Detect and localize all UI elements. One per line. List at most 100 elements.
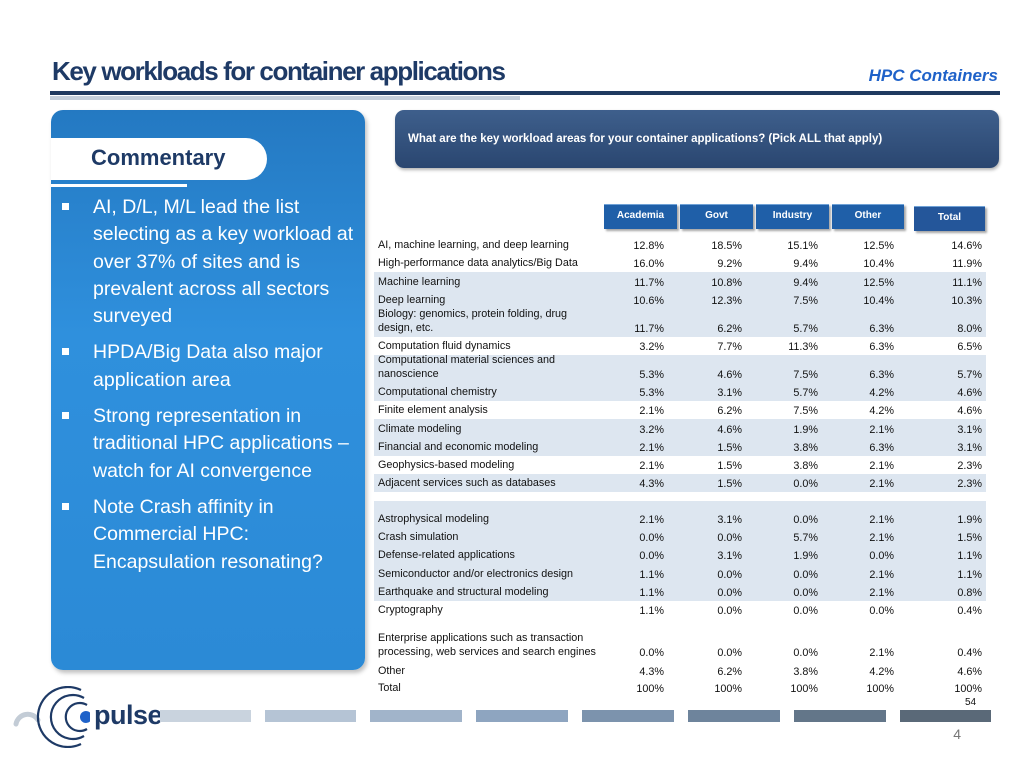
cell-value: 6.3% [869, 341, 894, 353]
table-row: Adjacent services such as databases 4.3% 1… [374, 474, 986, 492]
cell-value: 15.1% [787, 240, 818, 252]
cell-value: 6.2% [717, 666, 742, 678]
row-label: Defense-related applications [378, 548, 515, 561]
cell-value: 10.8% [711, 277, 742, 289]
cell-value: 3.1% [717, 550, 742, 562]
cell-value: 100% [636, 683, 664, 695]
commentary-bullet-text: Note Crash affinity in Commercial HPC: E… [93, 495, 323, 573]
cell-value: 3.8% [793, 460, 818, 472]
cell-value: 0.4% [957, 605, 982, 617]
column-header-academia: Academia [604, 204, 677, 229]
cell-value: 10.4% [863, 258, 894, 270]
row-label: Machine learning [378, 275, 461, 288]
question-box [395, 110, 999, 168]
cell-value: 100% [954, 683, 982, 695]
cell-value: 1.1% [639, 605, 664, 617]
cell-value: 6.5% [957, 341, 982, 353]
cell-value: 1.5% [717, 442, 742, 454]
cell-value: 4.6% [717, 424, 742, 436]
cell-value: 9.4% [793, 258, 818, 270]
commentary-heading: Commentary [91, 145, 226, 170]
column-header-govt: Govt [680, 204, 753, 229]
cell-value: 1.1% [957, 550, 982, 562]
cell-value: 11.1% [952, 277, 982, 289]
row-label: Computational chemistry [378, 385, 497, 398]
cell-value: 2.1% [869, 532, 894, 544]
cell-value: 0.0% [793, 569, 818, 581]
table-row: Other 4.3% 6.2% 3.8% 4.2% 4.6% [374, 661, 986, 680]
footer-segment [794, 710, 886, 722]
row-label: Enterprise applications such as transact… [378, 632, 596, 658]
cell-value: 12.8% [633, 240, 664, 252]
cell-value: 18.5% [711, 240, 742, 252]
cell-value: 6.3% [869, 442, 894, 454]
page-number: 4 [953, 726, 961, 742]
commentary-bullet: Note Crash affinity in Commercial HPC: E… [58, 494, 358, 576]
table-row: Total 100% 100% 100% 100% 100% [374, 680, 986, 697]
cell-value: 0.4% [957, 647, 982, 659]
cell-value: 3.1% [957, 424, 982, 436]
cell-value: 0.0% [717, 532, 742, 544]
cell-value: 2.1% [639, 460, 664, 472]
cell-value: 6.3% [869, 369, 894, 381]
row-label: Crash simulation [378, 530, 459, 543]
commentary-bullet: Strong representation in traditional HPC… [58, 403, 358, 485]
table-row: Earthquake and structural modeling 1.1% 0.… [374, 583, 986, 601]
row-label: AI, machine learning, and deep learning [378, 238, 569, 251]
row-label: Geophysics-based modeling [378, 458, 515, 471]
cell-value: 0.0% [869, 550, 894, 562]
cell-value: 5.7% [793, 532, 818, 544]
cell-value: 0.0% [717, 647, 742, 659]
table-row: Astrophysical modeling 2.1% 3.1% 0.0% 2.1% 1.… [374, 501, 986, 528]
footer-segment [900, 710, 991, 722]
cell-value: 0.0% [639, 550, 664, 562]
cell-value: 5.3% [639, 387, 664, 399]
cell-value: 12.5% [863, 240, 894, 252]
cell-value: 2.1% [869, 569, 894, 581]
table-row: Deep learning 10.6% 12.3% 7.5% 10.4% 10.3% [374, 291, 986, 309]
cell-value: 3.1% [957, 442, 982, 454]
cell-value: 11.9% [952, 258, 982, 270]
cell-value: 3.8% [793, 442, 818, 454]
cell-value: 4.6% [957, 666, 982, 678]
cell-value: 4.2% [869, 405, 894, 417]
table-row: Computational material sciences and nano… [374, 354, 986, 383]
row-label: Climate modeling [378, 422, 462, 435]
cell-value: 5.7% [793, 387, 818, 399]
cell-value: 6.2% [717, 405, 742, 417]
cell-value: 9.4% [793, 277, 818, 289]
table-row: Computational chemistry 5.3% 3.1% 5.7% 4.2% 4… [374, 383, 986, 401]
cell-value: 2.1% [869, 460, 894, 472]
cell-value: 1.5% [717, 460, 742, 472]
row-label: Deep learning [378, 293, 446, 306]
row-label: High-performance data analytics/Big Data [378, 256, 578, 269]
cell-value: 3.2% [639, 424, 664, 436]
footer-segment [688, 710, 780, 722]
source-page-number: 54 [965, 697, 977, 708]
table-row: Financial and economic modeling 2.1% 1.5% 3… [374, 438, 986, 456]
cell-value: 12.3% [711, 295, 742, 307]
cell-value: 2.1% [869, 514, 894, 526]
cell-value: 7.5% [793, 369, 818, 381]
cell-value: 1.1% [957, 569, 982, 581]
cell-value: 0.0% [717, 569, 742, 581]
row-label: Other [378, 664, 406, 677]
footer-segment [582, 710, 674, 722]
row-label: Computation fluid dynamics [378, 339, 511, 352]
title-subrule [50, 96, 520, 100]
row-label: Biology: genomics, protein folding, drug… [378, 308, 568, 334]
table-row: Biology: genomics, protein folding, drug… [374, 308, 986, 337]
cell-value: 1.9% [793, 424, 818, 436]
cell-value: 4.6% [717, 369, 742, 381]
footer-segment [265, 710, 356, 722]
cell-value: 9.2% [717, 258, 742, 270]
footer-segment [476, 710, 568, 722]
cell-value: 4.2% [869, 387, 894, 399]
cell-value: 4.3% [639, 666, 664, 678]
pulse-logo-text: pulse [94, 700, 163, 730]
commentary-rule [51, 184, 187, 187]
cell-value: 0.0% [793, 514, 818, 526]
cell-value: 0.0% [717, 587, 742, 599]
cell-value: 2.1% [869, 478, 894, 490]
cell-value: 8.0% [957, 323, 982, 335]
